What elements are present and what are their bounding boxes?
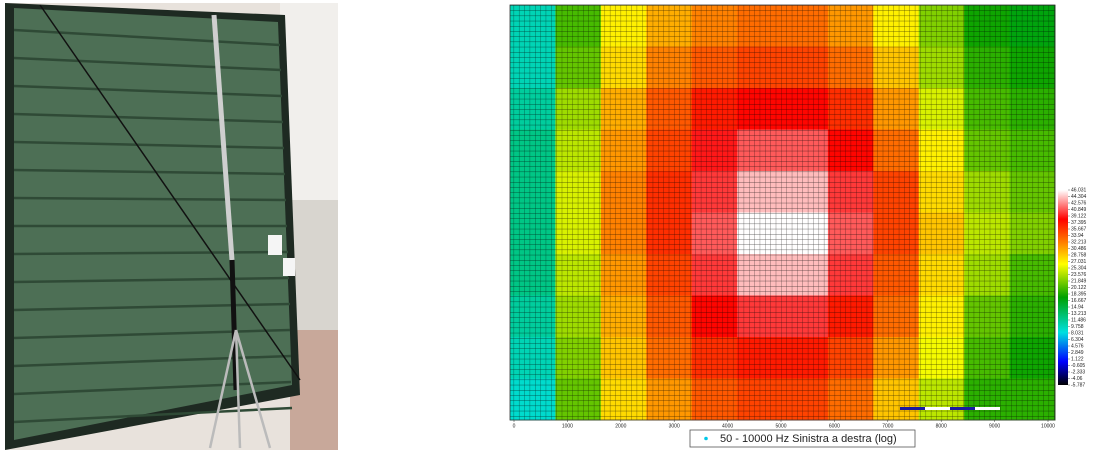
colorbar-label: -0.605 — [1071, 363, 1085, 369]
legend-label: 50 - 10000 Hz Sinistra a destra (log) — [720, 433, 897, 445]
colorbar-label: 28.758 — [1071, 252, 1087, 258]
colorbar-label: 35.667 — [1071, 226, 1087, 232]
colorbar-label: -5.787 — [1071, 382, 1085, 388]
legend: 50 - 10000 Hz Sinistra a destra (log) — [690, 430, 915, 447]
x-tick-label: 8000 — [936, 423, 947, 429]
colorbar-label: 25.304 — [1071, 265, 1087, 271]
x-tick-label: 1000 — [562, 423, 573, 429]
colorbar-label: 27.031 — [1071, 259, 1087, 265]
colorbar-label: 37.395 — [1071, 220, 1087, 226]
x-tick-label: 3000 — [669, 423, 680, 429]
colorbar-label: 42.576 — [1071, 200, 1087, 206]
x-tick-label: 10000 — [1041, 423, 1055, 429]
colorbar-label: -2.333 — [1071, 369, 1085, 375]
colorbar — [1058, 190, 1068, 385]
colorbar-label: 16.667 — [1071, 298, 1087, 304]
photo — [5, 3, 338, 450]
colorbar-label: 40.849 — [1071, 207, 1087, 213]
x-tick-label: 4000 — [722, 423, 733, 429]
figure: 50 - 10000 Hz Sinistra a destra (log) 0 1… — [0, 0, 1094, 450]
x-tick-label: 5000 — [775, 423, 786, 429]
colorbar-label: 44.304 — [1071, 194, 1087, 200]
colorbar-label: 8.031 — [1071, 330, 1084, 336]
colorbar-label: 13.213 — [1071, 311, 1087, 317]
colorbar-label: 21.849 — [1071, 278, 1087, 284]
colorbar-label: 23.576 — [1071, 272, 1087, 278]
legend-marker — [704, 437, 708, 441]
x-tick-label: 2000 — [615, 423, 626, 429]
colorbar-label: 33.94 — [1071, 233, 1084, 239]
colorbar-label: -4.06 — [1071, 376, 1083, 382]
x-tick-label: 7000 — [882, 423, 893, 429]
colorbar-label: 1.122 — [1071, 356, 1084, 362]
scale-bar — [900, 407, 1000, 410]
x-tick-label: 6000 — [829, 423, 840, 429]
colorbar-label: 32.213 — [1071, 239, 1087, 245]
colorbar-label: 20.122 — [1071, 285, 1087, 291]
colorbar-label: 46.031 — [1071, 187, 1087, 193]
colorbar-label: 18.395 — [1071, 291, 1087, 297]
x-tick-label: 0 — [513, 423, 516, 429]
colorbar-label: 39.122 — [1071, 213, 1087, 219]
cell-grid — [510, 5, 1055, 420]
colorbar-label: 14.94 — [1071, 304, 1084, 310]
colorbar-label: 2.849 — [1071, 350, 1084, 356]
colorbar-label: 9.758 — [1071, 324, 1084, 330]
x-tick-label: 9000 — [989, 423, 1000, 429]
colorbar-label: 4.576 — [1071, 343, 1084, 349]
colorbar-label: 6.304 — [1071, 337, 1084, 343]
colorbar-label: 30.486 — [1071, 246, 1087, 252]
colorbar-label: 11.486 — [1071, 317, 1086, 323]
